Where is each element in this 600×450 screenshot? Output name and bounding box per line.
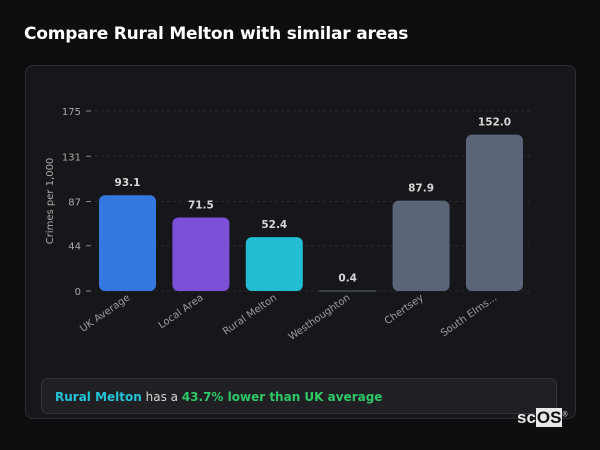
summary-area: Rural Melton [55, 390, 142, 404]
x-tick-label: Local Area [157, 292, 206, 331]
y-tick-label: 87 [68, 198, 81, 209]
x-tick-label: UK Average [78, 292, 132, 334]
bar-value-label: 71.5 [188, 199, 214, 211]
y-tick-label: 0 [75, 287, 81, 298]
summary-box: Rural Melton has a 43.7% lower than UK a… [41, 378, 557, 414]
page-title: Compare Rural Melton with similar areas [24, 24, 409, 44]
bar [99, 195, 156, 291]
y-tick-label: 44 [68, 242, 81, 253]
bar-value-label: 0.4 [338, 273, 357, 285]
x-tick-label: Chertsey [383, 292, 426, 327]
summary-text: has a [141, 390, 182, 404]
bar-value-label: 52.4 [261, 219, 287, 231]
bar [392, 200, 450, 291]
bar-value-label: 87.9 [408, 183, 434, 195]
x-tick-label: South Elms... [439, 292, 499, 339]
y-axis-label: Crimes per 1,000 [45, 158, 56, 245]
y-tick-label: 131 [62, 152, 81, 163]
y-tick-label: 175 [62, 107, 81, 118]
scos-logo: scOS® [517, 408, 568, 427]
bar [245, 237, 303, 291]
bar [466, 134, 523, 291]
bar-value-label: 93.1 [115, 177, 141, 189]
x-tick-label: Rural Melton [221, 292, 279, 337]
summary-highlight: 43.7% lower than UK average [181, 390, 383, 404]
bar [172, 217, 230, 291]
bar-value-label: 152.0 [478, 117, 511, 129]
x-tick-label: Westhoughton [287, 292, 353, 343]
